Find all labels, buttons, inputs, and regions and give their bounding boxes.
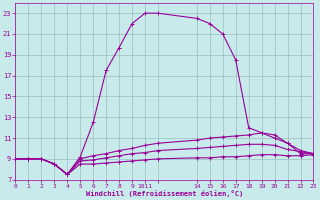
X-axis label: Windchill (Refroidissement éolien,°C): Windchill (Refroidissement éolien,°C): [86, 190, 243, 197]
